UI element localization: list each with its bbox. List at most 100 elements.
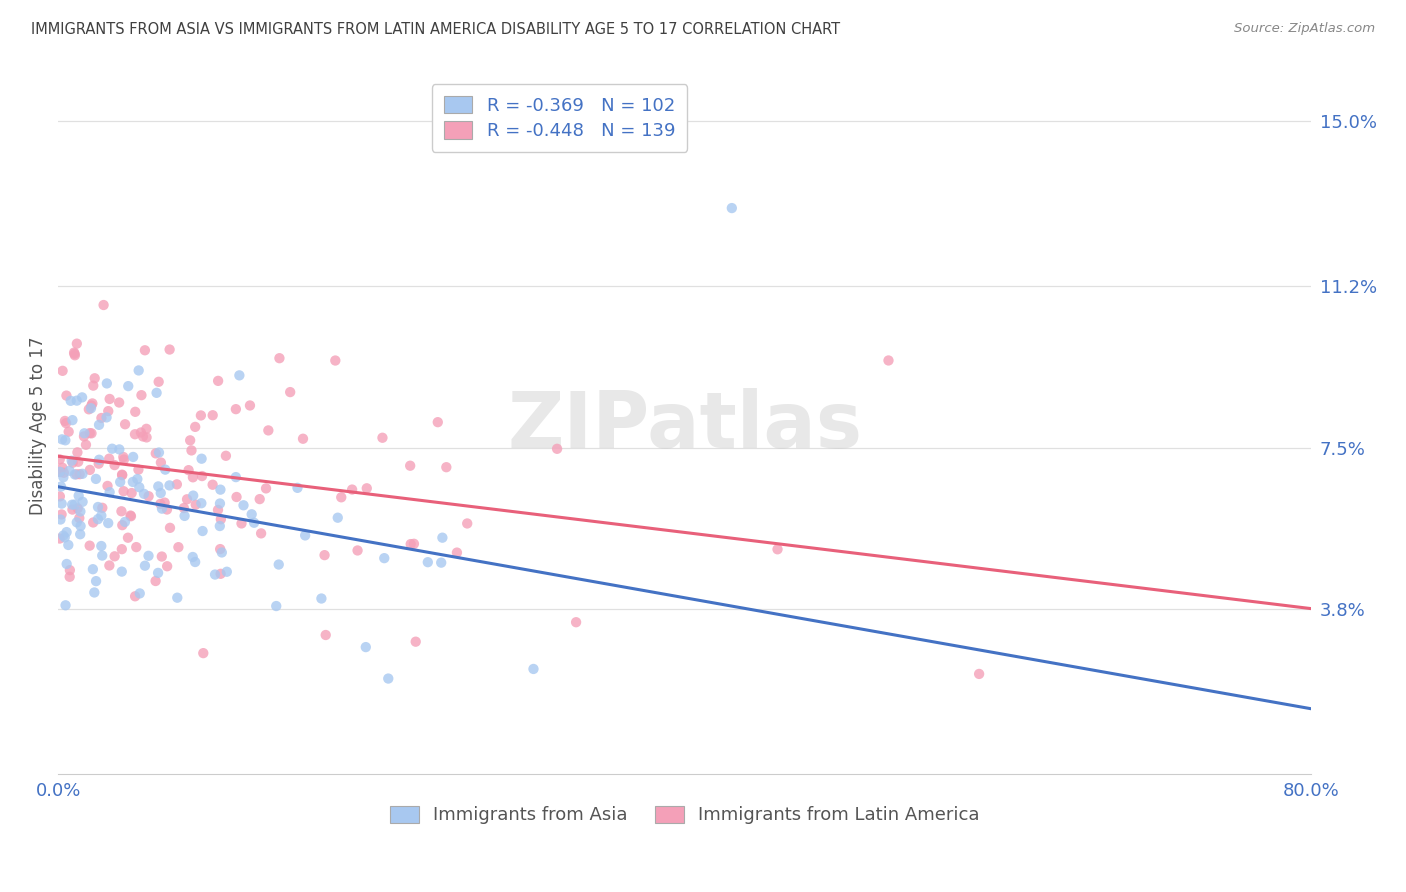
Point [72, 467, 94, 481]
Point [52, 364, 75, 378]
Point [225, 402, 247, 417]
Point [79, 426, 101, 441]
Point [77, 402, 100, 417]
Point [90, 508, 112, 523]
Point [184, 498, 207, 512]
Point [155, 462, 177, 476]
Point [314, 548, 336, 562]
Point [354, 640, 377, 654]
Point [721, 201, 744, 215]
Point [149, 497, 172, 511]
Point [124, 405, 146, 419]
Point [112, 484, 135, 499]
Point [63, 498, 86, 512]
Point [232, 498, 254, 512]
Point [446, 545, 468, 559]
Point [96, 479, 118, 493]
Point [416, 555, 439, 569]
Point [48, 465, 70, 479]
Point [63, 345, 86, 359]
Point [53, 414, 76, 428]
Point [59, 563, 82, 577]
Point [98, 558, 121, 573]
Point [63, 467, 86, 482]
Point [66, 445, 89, 459]
Point [51, 460, 73, 475]
Point [209, 566, 232, 581]
Point [209, 483, 232, 497]
Point [55, 525, 77, 540]
Point [173, 508, 195, 523]
Point [522, 662, 544, 676]
Point [209, 512, 232, 526]
Point [153, 495, 176, 509]
Point [373, 551, 395, 566]
Point [191, 469, 214, 483]
Point [207, 374, 229, 388]
Point [432, 531, 454, 545]
Point [208, 496, 231, 510]
Point [62, 502, 84, 516]
Point [426, 415, 449, 429]
Point [311, 591, 333, 606]
Point [67, 489, 90, 503]
Point [402, 537, 425, 551]
Point [49, 465, 72, 479]
Point [766, 542, 789, 557]
Point [104, 549, 127, 564]
Point [121, 486, 143, 500]
Point [148, 445, 170, 459]
Point [60, 498, 83, 512]
Point [111, 468, 134, 483]
Point [173, 501, 195, 516]
Point [434, 460, 457, 475]
Point [323, 353, 346, 368]
Point [108, 475, 131, 489]
Point [184, 420, 207, 434]
Point [66, 516, 89, 530]
Point [55, 416, 77, 430]
Point [84, 472, 107, 486]
Point [128, 363, 150, 377]
Point [80, 401, 103, 416]
Point [121, 475, 143, 489]
Point [55, 557, 77, 571]
Point [257, 424, 280, 438]
Point [430, 556, 453, 570]
Point [399, 537, 422, 551]
Point [254, 482, 277, 496]
Point [211, 545, 233, 559]
Point [114, 515, 136, 529]
Point [112, 452, 135, 467]
Point [90, 411, 112, 425]
Point [225, 470, 247, 484]
Point [278, 385, 301, 400]
Point [128, 480, 150, 494]
Point [73, 426, 96, 441]
Point [98, 485, 121, 500]
Y-axis label: Disability Age 5 to 17: Disability Age 5 to 17 [30, 336, 46, 515]
Point [180, 443, 202, 458]
Point [108, 442, 131, 457]
Point [207, 503, 229, 517]
Point [159, 521, 181, 535]
Point [103, 458, 125, 472]
Point [120, 509, 142, 524]
Point [111, 467, 134, 482]
Point [156, 502, 179, 516]
Point [292, 432, 315, 446]
Point [111, 518, 134, 533]
Point [114, 417, 136, 432]
Point [97, 404, 120, 418]
Point [49, 489, 72, 503]
Point [191, 524, 214, 538]
Point [97, 516, 120, 530]
Point [98, 392, 121, 406]
Point [83, 585, 105, 599]
Point [287, 481, 309, 495]
Point [877, 353, 900, 368]
Point [240, 508, 263, 522]
Point [176, 492, 198, 507]
Point [145, 446, 167, 460]
Point [72, 495, 94, 509]
